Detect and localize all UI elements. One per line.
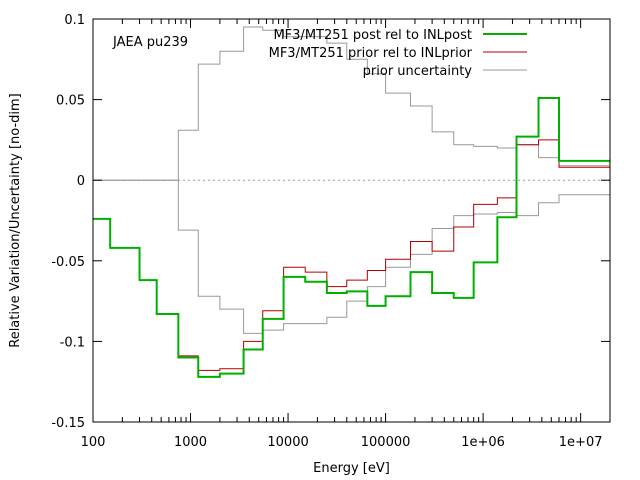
y-tick-label: 0 [77,174,85,189]
legend: MF3/MT251 post rel to INLpost MF3/MT251 … [269,28,527,79]
plot-annotation: JAEA pu239 [112,35,188,50]
x-axis-label: Energy [eV] [313,461,390,476]
series-post-line [93,96,610,378]
y-tick-label: -0.15 [51,416,85,431]
x-tick-label: 10000 [267,435,308,450]
plot-frame [92,18,611,423]
x-tick-label: 100000 [361,435,411,450]
x-tick-label: 1e+06 [461,435,505,450]
x-tick-label: 1000 [174,435,207,450]
x-tick-label: 100 [81,435,106,450]
legend-label-uncertainty: prior uncertainty [363,64,473,79]
legend-label-prior: MF3/MT251 prior rel to INLprior [269,46,473,61]
legend-label-post: MF3/MT251 post rel to INLpost [273,28,472,43]
y-tick-label: -0.05 [51,255,85,270]
x-tick-label: 1e+07 [559,435,603,450]
y-tick-label: 0.05 [56,94,85,109]
y-axis-label: Relative Variation/Uncertainty [no-dim] [8,93,23,348]
y-tick-label: -0.1 [60,335,85,350]
y-tick-label: 0.1 [64,13,85,28]
